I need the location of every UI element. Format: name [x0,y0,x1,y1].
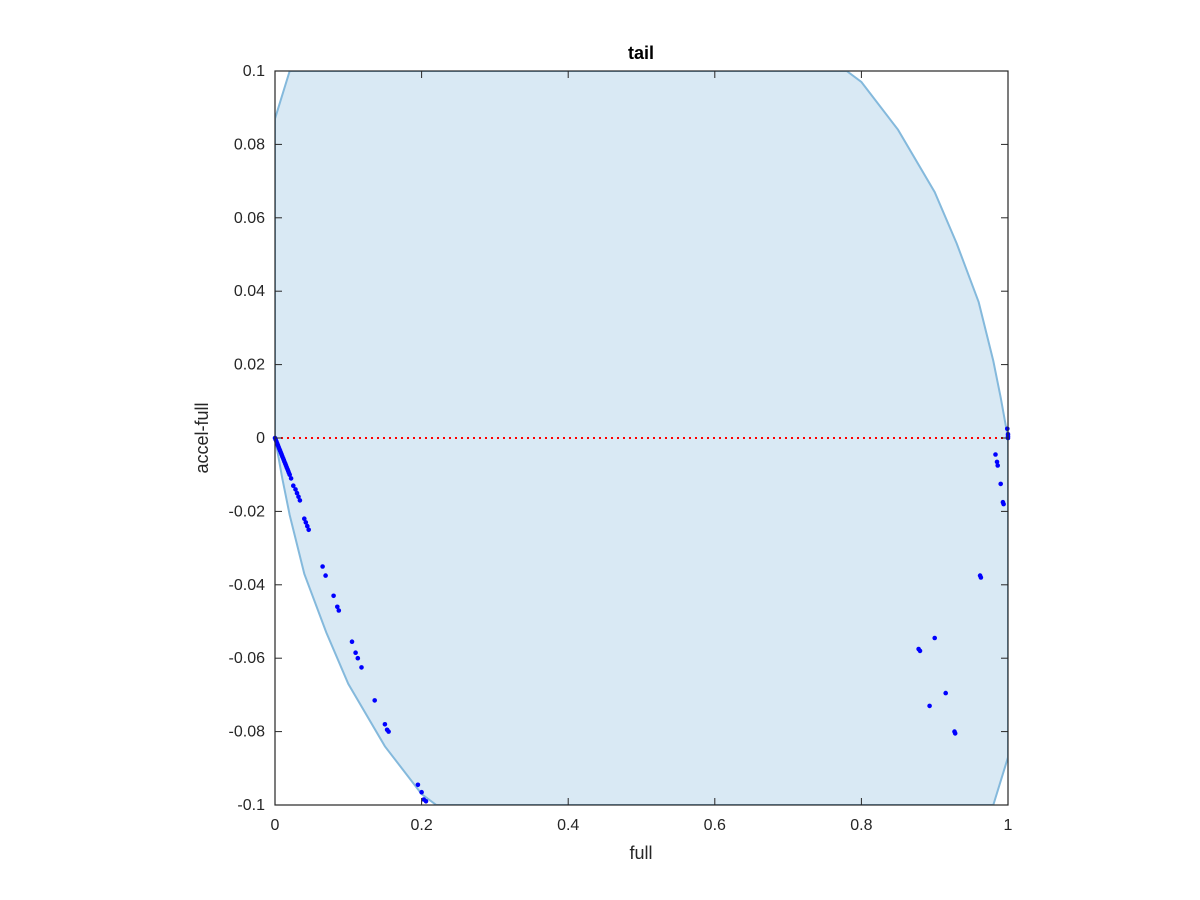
data-point [978,575,984,580]
y-tick-label: -0.06 [229,650,266,667]
data-point [994,459,1000,465]
data-point [382,722,388,727]
y-tick-label: 0.08 [234,136,265,153]
y-tick-label: 0.1 [243,63,265,80]
y-tick-label: 0.02 [234,357,265,374]
data-point [917,648,923,654]
data-point [932,635,937,641]
data-point [296,494,301,500]
data-point [993,452,998,457]
y-tick-label: 0.04 [234,283,265,300]
data-point [302,516,307,521]
x-tick-label: 0.6 [704,817,726,834]
axis-ticks: 0 0.2 0.4 0.6 0.8 1 0.1 0.08 0.06 0.04 0.02 0 -0.02 -… [229,63,1013,834]
data-point [952,731,958,736]
data-point [359,665,364,670]
data-point [998,481,1003,487]
x-tick-label: 1 [1004,817,1013,834]
data-point [323,573,328,578]
data-point [306,527,312,533]
data-point [386,729,391,734]
y-tick-label: -0.08 [229,724,266,741]
y-tick-label: -0.04 [229,577,266,594]
data-point [423,799,429,804]
data-point [349,639,355,644]
x-axis-label: full [629,843,652,863]
data-point [303,520,309,525]
data-point [419,789,424,795]
data-point [353,650,358,655]
data-point [305,523,310,529]
data-point [294,490,300,496]
y-tick-label: 0.06 [234,210,265,227]
data-point [415,782,421,788]
plot-area [272,71,1011,805]
data-point [1001,501,1006,507]
data-point [288,476,294,481]
data-point [331,593,336,599]
y-axis-label: accel-full [192,402,212,473]
data-point [287,472,293,478]
data-point [355,655,361,661]
x-tick-label: 0 [271,817,280,834]
data-point [336,608,342,613]
data-point [297,498,303,503]
y-tick-label: 0 [256,430,265,447]
x-tick-label: 0.4 [557,817,579,834]
chart-title: tail [628,43,654,63]
data-point [335,604,340,610]
y-tick-label: -0.02 [229,503,266,520]
data-point [372,698,378,703]
data-point [943,690,948,696]
data-point [320,564,325,569]
x-tick-label: 0.2 [410,817,432,834]
x-tick-label: 0.8 [850,817,872,834]
data-point [995,463,1000,468]
data-point [927,703,932,709]
data-point [1005,426,1010,432]
y-tick-label: -0.1 [237,797,265,814]
data-point [291,483,296,489]
data-point [293,487,298,492]
